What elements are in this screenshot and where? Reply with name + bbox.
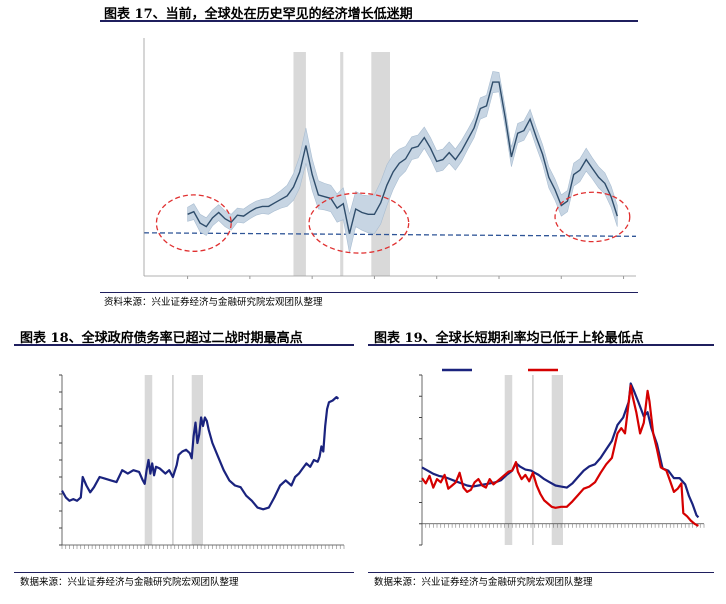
fig18-x-minor-ticks [61,545,345,549]
fig17-trend-line [143,232,637,237]
fig17-series-line [187,81,618,234]
fig19-source: 数据来源：兴业证券经济与金融研究院宏观团队整理 [374,577,593,588]
fig17-highlight-ellipse-1 [308,192,410,254]
fig18-shaded-period-1 [191,375,203,545]
fig19-bottom-rule [368,572,714,573]
fig17-source: 资料来源：兴业证券经济与金融研究院宏观团队整理 [104,297,323,308]
fig18-heading-rule [14,344,354,346]
fig18-series-line-0 [61,396,340,511]
fig17-bottom-rule [100,292,638,293]
fig18-chart [59,374,345,549]
fig17-confidence-band [187,71,618,254]
fig19-heading-rule [368,344,714,346]
fig17-chart [143,38,637,279]
fig17-shaded-period-1 [340,52,344,276]
fig17-heading-rule [100,20,638,22]
fig17-heading: 图表 17、当前，全球处在历史罕见的经济增长低迷期 [104,7,413,22]
fig19-shaded-period-1 [551,375,563,545]
fig17-highlight-ellipse-0 [155,194,232,252]
fig18-bottom-rule [14,572,354,573]
fig19-chart [419,368,705,546]
fig19-heading: 图表 19、全球长短期利率均已低于上轮最低点 [374,331,644,346]
fig18-source: 数据来源：兴业证券经济与金融研究院宏观团队整理 [20,577,239,588]
fig17-highlight-ellipse-2 [554,191,631,243]
fig19-series-line-1 [421,384,699,527]
fig18-heading: 图表 18、全球政府债务率已超过二战时期最高点 [20,331,303,346]
fig19-shaded-period-0 [504,375,513,545]
fig19-x-minor-ticks [421,523,705,528]
